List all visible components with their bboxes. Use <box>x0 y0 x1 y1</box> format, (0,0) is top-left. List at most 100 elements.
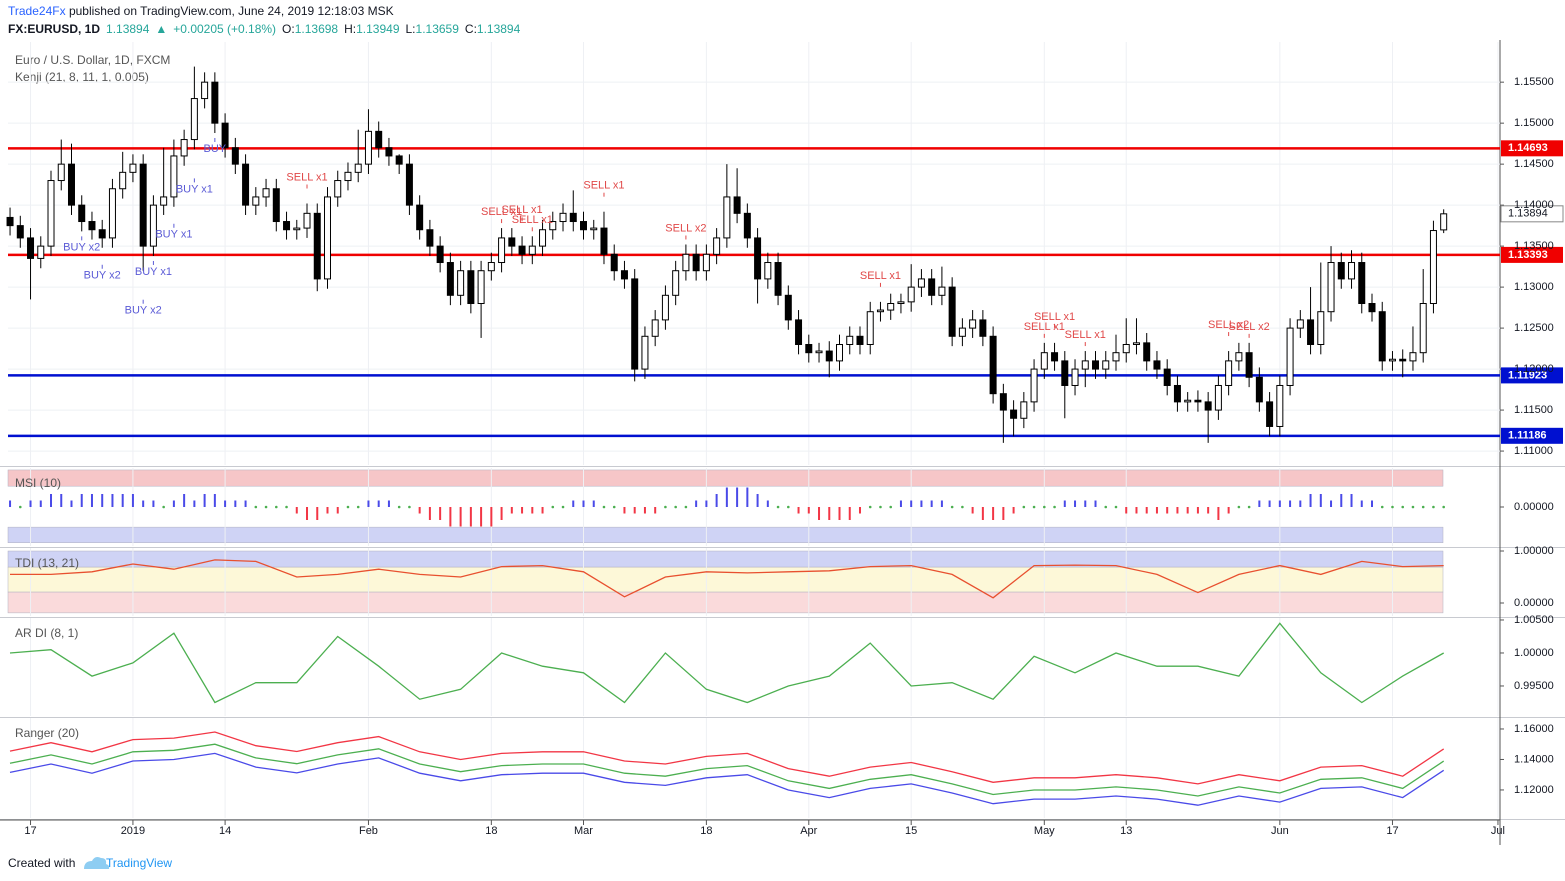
candle-body <box>283 221 291 231</box>
histogram-bar <box>756 494 759 507</box>
histogram-bar <box>316 507 319 520</box>
histogram-bar <box>592 500 595 507</box>
candle-body <box>211 81 219 124</box>
signal-label: SELL x1 <box>286 171 327 183</box>
last-price-tag <box>1500 205 1564 223</box>
histogram-dot <box>356 505 360 509</box>
brand[interactable]: TradingView <box>106 856 172 870</box>
candle-body <box>1419 303 1427 354</box>
candle-body <box>580 221 588 231</box>
histogram-bar <box>797 507 800 514</box>
histogram-bar <box>1289 500 1292 507</box>
histogram-bar <box>807 507 810 514</box>
histogram-dot <box>889 505 893 509</box>
histogram-bar <box>326 507 329 514</box>
header-line: Trade24Fx published on TradingView.com, … <box>8 4 394 18</box>
histogram-bar <box>213 494 216 507</box>
histogram-bar <box>930 500 933 507</box>
ohlc-label: L: <box>406 22 416 36</box>
histogram-dot <box>285 505 288 509</box>
candle-body <box>201 81 209 100</box>
candle-body <box>1327 262 1335 313</box>
level-tag <box>1501 246 1563 263</box>
candle-body <box>1040 352 1048 370</box>
candle-body <box>487 262 495 272</box>
histogram-bar <box>1207 507 1210 514</box>
candle-body <box>631 278 639 370</box>
x-tick-label: Mar <box>574 825 593 837</box>
candle-body <box>569 212 577 223</box>
y-tick-label: 1.13500 <box>1514 240 1554 252</box>
candle-body <box>1010 409 1018 419</box>
candle-body <box>743 212 751 239</box>
indicator-line <box>9 622 1445 704</box>
histogram-bar <box>80 494 83 507</box>
candle-body <box>293 227 301 231</box>
pane-title: MSI (10) <box>15 476 61 490</box>
candle-body <box>1235 352 1243 362</box>
candle-body <box>795 319 803 345</box>
candle-body <box>1030 368 1038 403</box>
signal-label: SELL x1 <box>1065 329 1106 341</box>
candle-body <box>1337 262 1345 280</box>
histogram-bar <box>234 500 237 507</box>
candle-body <box>876 309 884 313</box>
candle-body <box>1245 352 1253 378</box>
histogram-dot <box>274 505 278 509</box>
signal-label: SELL x1 <box>1024 321 1065 333</box>
histogram-bar <box>469 507 472 527</box>
y-tick-label: 1.13000 <box>1514 281 1554 293</box>
level-tag <box>1501 427 1563 444</box>
candle-body <box>907 286 915 303</box>
candle-body <box>528 245 536 255</box>
x-tick-label: 17 <box>1386 825 1398 837</box>
histogram-bar <box>940 500 943 507</box>
histogram-dot <box>18 505 22 509</box>
histogram-bar <box>920 500 923 507</box>
histogram-bar <box>1012 507 1015 514</box>
signal-label: BUY x1 <box>176 183 213 195</box>
level-tag <box>1501 367 1563 384</box>
histogram-bar <box>1125 507 1128 514</box>
change-arrow: ▲ <box>155 22 167 36</box>
candle-body <box>344 171 352 182</box>
candle-body <box>508 237 516 247</box>
candle-body <box>395 155 403 165</box>
published: published on TradingView.com, June 24, 2… <box>69 4 394 18</box>
candle-body <box>323 196 331 280</box>
candle-body <box>590 227 598 231</box>
candle-body <box>1051 352 1059 362</box>
histogram-bar <box>623 507 626 514</box>
histogram-bar <box>90 494 93 507</box>
candle-body <box>334 180 342 198</box>
histogram-bar <box>295 507 298 514</box>
signal-label: BUY x2 <box>125 305 162 317</box>
histogram-bar <box>643 507 646 514</box>
signal-label: SELL x1 <box>512 214 553 226</box>
change: +0.00205 (+0.18%) <box>173 22 276 36</box>
histogram-dot <box>1411 505 1415 509</box>
y-tick-label: 1.12000 <box>1514 784 1554 796</box>
histogram-dot <box>1053 505 1056 509</box>
histogram-bar <box>1278 500 1281 507</box>
candle-body <box>313 212 321 280</box>
indicator-line <box>9 731 1445 785</box>
ohlc-value: 1.13894 <box>477 22 521 36</box>
histogram-dot <box>961 505 964 509</box>
signal-label: BUY <box>204 143 227 155</box>
candle-body <box>242 163 250 206</box>
publisher[interactable]: Trade24Fx <box>8 4 66 18</box>
histogram-dot <box>551 505 555 509</box>
candle-body <box>88 221 96 231</box>
histogram-bar <box>541 507 544 514</box>
histogram-bar <box>367 500 370 507</box>
x-tick-label: 2019 <box>121 825 145 837</box>
candle-body <box>1307 319 1315 345</box>
histogram-dot <box>950 505 954 509</box>
candle-body <box>16 225 24 239</box>
x-tick-label: Feb <box>359 825 378 837</box>
histogram-dot <box>1432 505 1435 509</box>
histogram-dot <box>254 505 258 509</box>
histogram-bar <box>838 507 841 520</box>
x-tick-label: 18 <box>700 825 712 837</box>
